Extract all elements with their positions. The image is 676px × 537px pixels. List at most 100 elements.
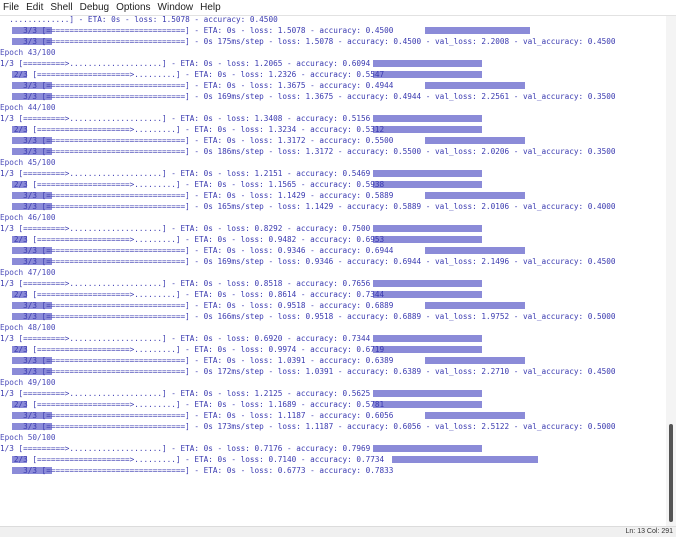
menu-debug[interactable]: Debug xyxy=(79,2,110,13)
log-line: 3/3 [==============================] - E… xyxy=(0,190,666,201)
line-text: 1/3 [=========>....................] - E… xyxy=(0,114,371,123)
line-text: 3/3 [==============================] - 0… xyxy=(0,312,616,321)
progress-highlight xyxy=(12,126,27,133)
log-line: 3/3 [==============================] - 0… xyxy=(0,421,666,432)
progress-highlight xyxy=(425,137,525,144)
menu-options[interactable]: Options xyxy=(116,2,151,13)
menu-window[interactable]: Window xyxy=(157,2,194,13)
progress-highlight xyxy=(12,313,52,320)
progress-highlight xyxy=(12,181,27,188)
log-line: 1/3 [=========>....................] - E… xyxy=(0,58,666,69)
progress-highlight xyxy=(12,38,52,45)
log-line: 3/3 [==============================] - E… xyxy=(0,25,666,36)
progress-highlight xyxy=(12,357,52,364)
line-text: Epoch 50/100 xyxy=(0,433,56,442)
line-text: .............] - ETA: 0s - loss: 1.5078 … xyxy=(0,16,278,24)
progress-highlight xyxy=(373,335,482,342)
shell-output-area[interactable]: .............] - ETA: 0s - loss: 1.5078 … xyxy=(0,16,666,526)
progress-highlight xyxy=(12,423,52,430)
line-text: 3/3 [==============================] - 0… xyxy=(0,257,616,266)
progress-highlight xyxy=(373,346,482,353)
log-line: 1/3 [=========>....................] - E… xyxy=(0,388,666,399)
line-text: 3/3 [==============================] - 0… xyxy=(0,367,616,376)
progress-highlight xyxy=(425,302,525,309)
menu-shell[interactable]: Shell xyxy=(50,2,73,13)
line-text: 2/3 [====================>.........] - E… xyxy=(0,345,385,354)
log-line: 3/3 [==============================] - E… xyxy=(0,300,666,311)
log-line: 3/3 [==============================] - 0… xyxy=(0,201,666,212)
progress-highlight xyxy=(373,181,482,188)
progress-highlight xyxy=(425,247,525,254)
line-text: 2/3 [====================>.........] - E… xyxy=(0,70,385,79)
cursor-position: Ln: 13 Col: 291 xyxy=(625,528,673,535)
progress-highlight xyxy=(373,236,482,243)
line-text: 3/3 [==============================] - E… xyxy=(0,246,394,255)
line-text: Epoch 45/100 xyxy=(0,158,56,167)
log-line: 3/3 [==============================] - 0… xyxy=(0,366,666,377)
line-text: 1/3 [=========>....................] - E… xyxy=(0,59,371,68)
log-line: 3/3 [==============================] - 0… xyxy=(0,256,666,267)
log-line: 1/3 [=========>....................] - E… xyxy=(0,333,666,344)
menu-edit[interactable]: Edit xyxy=(26,2,44,13)
progress-highlight xyxy=(12,203,52,210)
line-text: 3/3 [==============================] - 0… xyxy=(0,37,616,46)
log-line: 2/3 [====================>.........] - E… xyxy=(0,179,666,190)
log-line: .............] - ETA: 0s - loss: 1.5078 … xyxy=(0,16,666,25)
menu-bar: File Edit Shell Debug Options Window Hel… xyxy=(0,0,676,16)
shell-output-lines: .............] - ETA: 0s - loss: 1.5078 … xyxy=(0,16,666,476)
progress-highlight xyxy=(12,291,27,298)
line-text: 2/3 [====================>.........] - E… xyxy=(0,180,385,189)
log-line: 3/3 [==============================] - E… xyxy=(0,135,666,146)
progress-highlight xyxy=(12,236,27,243)
status-bar: Ln: 13 Col: 291 xyxy=(0,526,676,537)
log-line: 3/3 [==============================] - E… xyxy=(0,80,666,91)
epoch-header-line: Epoch 48/100 xyxy=(0,322,666,333)
scrollbar-thumb[interactable] xyxy=(669,424,673,522)
menu-help[interactable]: Help xyxy=(200,2,221,13)
vertical-scrollbar[interactable] xyxy=(666,16,676,526)
line-text: 3/3 [==============================] - E… xyxy=(0,136,394,145)
log-line: 2/3 [====================>.........] - E… xyxy=(0,344,666,355)
epoch-header-line: Epoch 47/100 xyxy=(0,267,666,278)
progress-highlight xyxy=(12,258,52,265)
line-text: Epoch 43/100 xyxy=(0,48,56,57)
line-text: 1/3 [=========>....................] - E… xyxy=(0,389,371,398)
progress-highlight xyxy=(12,192,52,199)
line-text: 3/3 [==============================] - E… xyxy=(0,466,394,475)
menu-file[interactable]: File xyxy=(3,2,20,13)
log-line: 1/3 [=========>....................] - E… xyxy=(0,278,666,289)
line-text: 2/3 [====================>.........] - E… xyxy=(0,455,385,464)
progress-highlight xyxy=(12,247,52,254)
line-text: Epoch 47/100 xyxy=(0,268,56,277)
progress-highlight xyxy=(12,456,27,463)
progress-highlight xyxy=(12,148,52,155)
progress-highlight xyxy=(12,71,27,78)
line-text: 1/3 [=========>....................] - E… xyxy=(0,334,371,343)
progress-highlight xyxy=(373,60,482,67)
progress-highlight xyxy=(12,467,52,474)
epoch-header-line: Epoch 46/100 xyxy=(0,212,666,223)
log-line: 1/3 [=========>....................] - E… xyxy=(0,168,666,179)
line-text: 2/3 [====================>.........] - E… xyxy=(0,400,385,409)
epoch-header-line: Epoch 49/100 xyxy=(0,377,666,388)
progress-highlight xyxy=(373,401,482,408)
line-text: 3/3 [==============================] - 0… xyxy=(0,202,616,211)
progress-highlight xyxy=(12,82,52,89)
log-line: 2/3 [====================>.........] - E… xyxy=(0,289,666,300)
line-text: Epoch 44/100 xyxy=(0,103,56,112)
log-line: 3/3 [==============================] - E… xyxy=(0,245,666,256)
line-text: Epoch 46/100 xyxy=(0,213,56,222)
line-text: 1/3 [=========>....................] - E… xyxy=(0,169,371,178)
line-text: 2/3 [====================>.........] - E… xyxy=(0,235,385,244)
line-text: 1/3 [=========>....................] - E… xyxy=(0,279,371,288)
line-text: 2/3 [====================>.........] - E… xyxy=(0,290,385,299)
epoch-header-line: Epoch 43/100 xyxy=(0,47,666,58)
progress-highlight xyxy=(373,170,482,177)
line-text: 1/3 [=========>....................] - E… xyxy=(0,224,371,233)
line-text: 3/3 [==============================] - 0… xyxy=(0,422,616,431)
progress-highlight xyxy=(373,280,482,287)
log-line: 3/3 [==============================] - 0… xyxy=(0,91,666,102)
log-line: 3/3 [==============================] - 0… xyxy=(0,36,666,47)
progress-highlight xyxy=(392,456,538,463)
progress-highlight xyxy=(425,82,525,89)
